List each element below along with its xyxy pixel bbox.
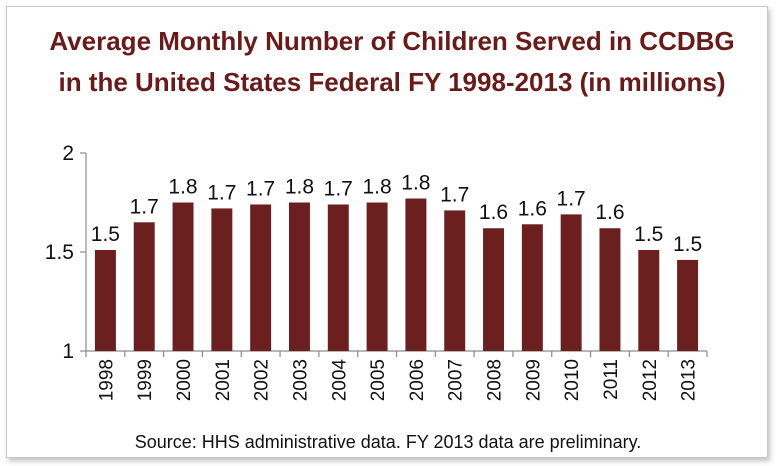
bar-chart: 1 1.5 2 1.5 1998 1.7 1999 1.8 2000 1.7 2001 1.7 2002… — [45, 142, 708, 402]
data-label-2011: 1.6 — [595, 201, 624, 224]
chart-title: Average Monthly Number of Children Serve… — [49, 26, 735, 97]
data-label-1998: 1.5 — [91, 223, 120, 246]
bar-1999 — [133, 222, 155, 351]
bar-2013 — [677, 259, 699, 351]
data-label-2000: 1.8 — [168, 176, 197, 199]
data-label-2003: 1.8 — [285, 176, 314, 199]
data-label-1999: 1.7 — [130, 195, 159, 218]
x-tick-label-2002: 2002 — [252, 359, 273, 401]
x-tick-label-2009: 2009 — [523, 359, 544, 401]
data-label-2002: 1.7 — [246, 177, 275, 200]
x-tick-label-2011: 2011 — [601, 359, 622, 400]
x-tick-label-2008: 2008 — [485, 359, 506, 401]
data-label-2010: 1.7 — [557, 187, 586, 210]
x-tick-label-1998: 1998 — [96, 359, 117, 401]
x-tick-label-2005: 2005 — [368, 359, 389, 401]
data-label-2005: 1.8 — [362, 176, 391, 199]
bar-2003 — [288, 202, 310, 351]
x-tick-label-2013: 2013 — [679, 359, 700, 401]
source-note: Source: HHS administrative data. FY 2013… — [134, 432, 642, 452]
x-tick-label-1999: 1999 — [135, 359, 156, 401]
bar-2012 — [638, 250, 660, 351]
chart-frame: Average Monthly Number of Children Serve… — [6, 6, 768, 458]
x-tick-label-2010: 2010 — [562, 359, 583, 401]
x-tick-label-2007: 2007 — [446, 359, 467, 401]
bar-2002 — [250, 204, 272, 351]
data-label-2004: 1.7 — [324, 177, 353, 200]
bar-2000 — [172, 202, 194, 351]
x-tick-label-2001: 2001 — [213, 359, 234, 401]
x-tick-label-2004: 2004 — [329, 359, 350, 402]
bar-2001 — [211, 208, 233, 351]
bar-2011 — [599, 228, 621, 351]
data-label-2013: 1.5 — [673, 233, 702, 256]
bar-2009 — [521, 224, 543, 351]
y-tick-label: 2 — [62, 142, 74, 165]
bar-2008 — [483, 228, 505, 351]
x-tick-label-2000: 2000 — [174, 359, 195, 401]
data-label-2001: 1.7 — [207, 181, 236, 204]
data-label-2008: 1.6 — [479, 201, 508, 224]
data-label-2009: 1.6 — [518, 197, 547, 220]
y-tick-label: 1 — [62, 340, 74, 363]
bar-2007 — [444, 210, 466, 351]
bar-2004 — [327, 204, 349, 351]
x-tick-label-2003: 2003 — [290, 359, 311, 401]
bar-2006 — [405, 198, 427, 351]
x-tick-label-2012: 2012 — [640, 359, 661, 401]
x-tick-label-2006: 2006 — [407, 359, 428, 401]
bar-2005 — [366, 202, 388, 351]
bar-2010 — [560, 214, 582, 351]
bar-1998 — [94, 250, 116, 351]
y-tick-label: 1.5 — [45, 241, 74, 264]
data-label-2007: 1.7 — [440, 183, 469, 206]
data-label-2006: 1.8 — [401, 172, 430, 195]
data-label-2012: 1.5 — [634, 223, 663, 246]
